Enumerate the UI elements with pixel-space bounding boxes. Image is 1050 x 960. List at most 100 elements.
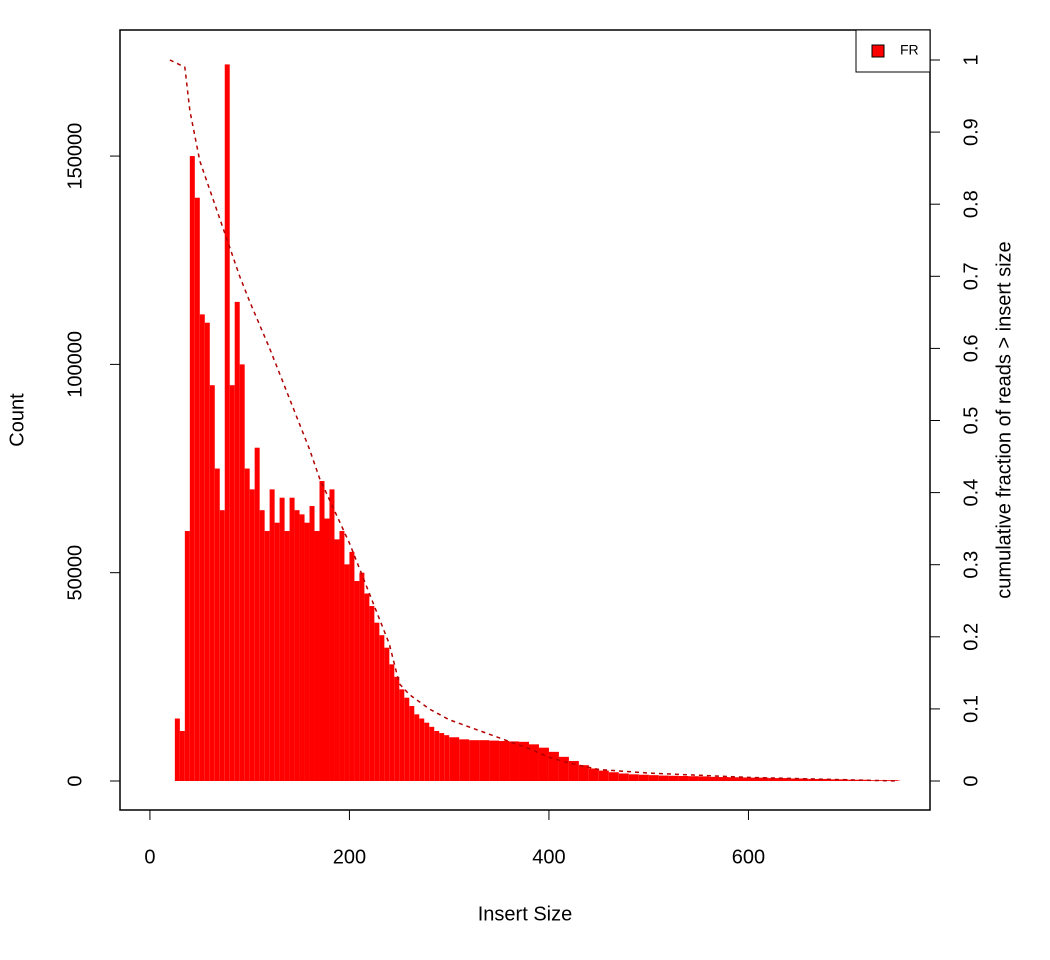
- histogram-bar: [354, 581, 360, 782]
- histogram-bar: [648, 775, 659, 782]
- cumulative-line: [169, 59, 899, 782]
- histogram-bar: [319, 481, 325, 782]
- histogram-bar: [449, 737, 460, 782]
- histogram-bar: [189, 156, 195, 782]
- histogram-bar: [628, 774, 639, 782]
- histogram-bar: [374, 622, 380, 782]
- histogram-bar: [429, 726, 435, 782]
- histogram-bar: [379, 635, 385, 782]
- histogram-bar: [848, 779, 869, 782]
- histogram-bar: [399, 689, 405, 782]
- histogram-bar: [479, 740, 490, 782]
- y2-tick-label: 0.7: [960, 262, 982, 290]
- histogram-bar: [339, 531, 345, 782]
- y-axis-label: Count: [6, 393, 28, 447]
- histogram-bar: [249, 489, 255, 782]
- histogram-bar: [299, 514, 305, 782]
- y2-tick-label: 0.2: [960, 623, 982, 651]
- histogram-bar: [174, 718, 180, 782]
- plot-frame: [119, 29, 931, 811]
- histogram-bar: [239, 364, 245, 782]
- histogram-bar: [284, 531, 290, 782]
- histogram-bar: [204, 322, 210, 782]
- histogram-bar: [708, 776, 719, 782]
- histogram-bar: [608, 772, 619, 782]
- histogram-bar: [194, 197, 200, 782]
- x-axis-label: Insert Size: [478, 903, 572, 925]
- histogram-bar: [234, 301, 240, 782]
- histogram-bar: [738, 777, 749, 782]
- histogram-bar: [588, 768, 599, 782]
- y2-tick-label: 0.1: [960, 695, 982, 723]
- y2-tick-label: 0.4: [960, 479, 982, 507]
- y-tick-label: 100000: [64, 331, 86, 398]
- legend-label: FR: [900, 42, 919, 58]
- histogram-bar: [509, 741, 520, 782]
- histogram-bar: [459, 739, 470, 782]
- histogram-bar: [444, 735, 450, 782]
- histogram-bar: [289, 497, 295, 782]
- histogram-bar: [808, 778, 829, 782]
- y2-tick-label: 1: [960, 54, 982, 65]
- histogram-bar: [279, 497, 285, 782]
- histogram-bar: [538, 747, 549, 782]
- histogram-bar: [274, 522, 280, 782]
- histogram-bar: [668, 775, 679, 782]
- histogram-bar: [219, 510, 225, 782]
- histogram-bar: [718, 777, 729, 782]
- histogram-bar: [678, 776, 689, 782]
- y2-axis-label: cumulative fraction of reads > insert si…: [993, 241, 1015, 598]
- histogram-bar: [254, 447, 260, 782]
- histogram-bar: [269, 489, 275, 782]
- histogram-bar: [324, 518, 330, 782]
- histogram-bar: [419, 718, 425, 782]
- y-tick-label: 0: [64, 775, 86, 786]
- histogram-bar: [519, 741, 529, 782]
- histogram-bar: [409, 706, 415, 782]
- histogram-bar: [548, 751, 559, 782]
- y2-tick-label: 0.3: [960, 551, 982, 579]
- histogram-bar: [568, 761, 579, 782]
- histogram-bar: [384, 647, 390, 782]
- histogram-bar: [638, 774, 649, 782]
- histogram-bar: [179, 731, 185, 782]
- histogram-bar: [499, 741, 510, 782]
- histogram-bar: [404, 697, 410, 782]
- y-tick-label: 50000: [64, 545, 86, 601]
- histogram-bar: [748, 777, 769, 782]
- histogram-bar: [244, 468, 250, 782]
- histogram-bar: [229, 385, 235, 782]
- histogram-bar: [728, 777, 739, 782]
- y2-tick-label: 0.8: [960, 190, 982, 218]
- histogram-bar: [359, 572, 365, 782]
- histogram-bar: [788, 778, 809, 782]
- histogram-bar: [414, 714, 420, 782]
- histogram-bar: [698, 776, 709, 782]
- histogram-bar: [369, 606, 375, 782]
- histogram-bar: [578, 765, 589, 782]
- histogram-bar: [309, 506, 315, 782]
- y2-tick-label: 0.6: [960, 334, 982, 362]
- y2-tick-label: 0.9: [960, 118, 982, 146]
- histogram-bar: [688, 776, 699, 782]
- histogram-bar: [334, 539, 340, 782]
- y-tick-label: 150000: [64, 123, 86, 190]
- histogram-bar: [224, 64, 230, 782]
- histogram-bar: [329, 489, 335, 782]
- histogram-bar: [439, 733, 445, 782]
- y2-tick-label: 0: [960, 775, 982, 786]
- legend-box: [855, 29, 931, 73]
- histogram-bar: [264, 531, 270, 782]
- histogram-bar: [618, 773, 629, 782]
- histogram-bar: [658, 775, 669, 782]
- histogram-bar: [394, 676, 400, 782]
- histogram-bar: [344, 564, 350, 782]
- histogram-bar: [434, 731, 440, 782]
- x-tick-label: 0: [144, 846, 155, 868]
- histogram-bar: [209, 385, 215, 782]
- histogram-bar: [294, 510, 300, 782]
- x-tick-label: 600: [732, 846, 765, 868]
- y2-tick-label: 0.5: [960, 407, 982, 435]
- legend-swatch: [871, 44, 885, 58]
